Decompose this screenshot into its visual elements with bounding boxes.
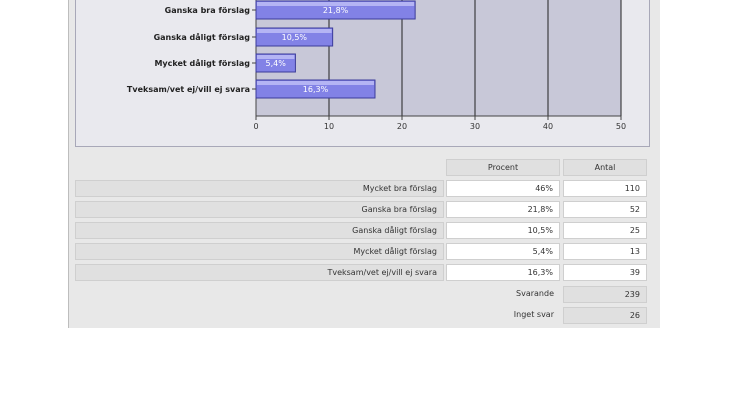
category-label: Tveksam/vet ej/vill ej svara: [127, 85, 250, 94]
row-antal: 39: [563, 264, 647, 281]
bar-highlight: [257, 2, 415, 6]
bar-chart: 0 10 20 30 40 50 Ganska bra förslag 21,8% Ganska…: [127, 0, 626, 131]
row-antal: 25: [563, 222, 647, 239]
row-label: Mycket bra förslag: [75, 180, 444, 197]
row-antal: 110: [563, 180, 647, 197]
row-procent: 16,3%: [446, 264, 560, 281]
data-label: 16,3%: [303, 85, 329, 94]
summary-label: Inget svar: [513, 310, 554, 319]
row-procent: 10,5%: [446, 222, 560, 239]
x-tick-label: 0: [253, 122, 258, 131]
summary-value: 26: [563, 307, 647, 324]
bar-highlight: [257, 29, 332, 33]
x-tick-label: 30: [470, 122, 480, 131]
row-label: Ganska dåligt förslag: [75, 222, 444, 239]
column-header-antal: Antal: [563, 159, 647, 176]
data-label: 21,8%: [323, 6, 349, 15]
chart-area: 0 10 20 30 40 50 Ganska bra förslag 21,8% Ganska…: [75, 0, 650, 147]
category-label: Mycket dåligt förslag: [154, 58, 250, 68]
row-procent: 5,4%: [446, 243, 560, 260]
row-label: Tveksam/vet ej/vill ej svara: [75, 264, 444, 281]
data-label: 10,5%: [282, 33, 308, 42]
row-antal: 52: [563, 201, 647, 218]
data-label: 5,4%: [266, 59, 287, 68]
x-tick-label: 40: [543, 122, 553, 131]
column-header-procent: Procent: [446, 159, 560, 176]
x-tick-label: 10: [324, 122, 334, 131]
bar-highlight: [257, 81, 374, 85]
row-antal: 13: [563, 243, 647, 260]
row-label: Mycket dåligt förslag: [75, 243, 444, 260]
row-procent: 46%: [446, 180, 560, 197]
category-label: Ganska dåligt förslag: [154, 32, 251, 42]
bar-highlight: [257, 55, 295, 59]
category-label: Ganska bra förslag: [165, 6, 251, 15]
row-label: Ganska bra förslag: [75, 201, 444, 218]
row-procent: 21,8%: [446, 201, 560, 218]
summary-label: Svarande: [516, 289, 554, 298]
summary-value: 239: [563, 286, 647, 303]
x-tick-label: 50: [616, 122, 626, 131]
x-tick-label: 20: [397, 122, 407, 131]
